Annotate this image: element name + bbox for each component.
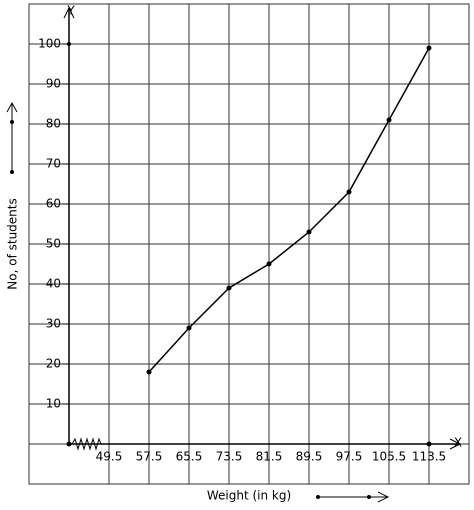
data-point bbox=[186, 325, 192, 331]
y-direction-arrow bbox=[6, 101, 18, 174]
x-arrow bbox=[449, 438, 462, 450]
axis-break bbox=[71, 437, 102, 451]
data-point bbox=[426, 45, 432, 51]
x-axis-label: Weight (in kg) bbox=[207, 489, 291, 503]
axis-dot bbox=[426, 441, 432, 447]
x-tick-label: 81.5 bbox=[256, 450, 283, 464]
y-axis-label: No, of students bbox=[6, 198, 20, 289]
y-arrow bbox=[63, 6, 75, 19]
data-line bbox=[148, 47, 430, 373]
y-tick-label: 80 bbox=[46, 117, 61, 131]
x-direction-arrow bbox=[316, 491, 390, 503]
axis-dot bbox=[67, 42, 71, 46]
data-point bbox=[266, 261, 272, 267]
y-tick-label: 60 bbox=[46, 197, 61, 211]
y-tick-label: 20 bbox=[46, 357, 61, 371]
x-tick-label: 73.5 bbox=[216, 450, 243, 464]
y-axis-name: Y bbox=[66, 4, 75, 18]
data-point bbox=[386, 117, 392, 123]
y-tick-label: 100 bbox=[38, 37, 61, 51]
x-axis-name: X bbox=[454, 436, 462, 450]
data-point bbox=[306, 229, 312, 235]
x-tick-label: 57.5 bbox=[136, 450, 163, 464]
y-tick-label: 40 bbox=[46, 277, 61, 291]
x-tick-label: 89.5 bbox=[296, 450, 323, 464]
x-tick-label: 113.5 bbox=[412, 450, 446, 464]
plot: 10 20 30 40 50 60 70 80 90 100 49.5 57.5 65.5 73.5 81.… bbox=[28, 3, 470, 485]
data-point bbox=[346, 189, 352, 195]
data-point bbox=[226, 285, 232, 291]
origin-dot bbox=[66, 441, 72, 447]
x-tick-label: 49.5 bbox=[96, 450, 123, 464]
y-tick-label: 90 bbox=[46, 77, 61, 91]
x-tick-label: 105.5 bbox=[372, 450, 406, 464]
y-tick-label: 10 bbox=[46, 397, 61, 411]
y-tick-label: 50 bbox=[46, 237, 61, 251]
y-tick-label: 70 bbox=[46, 157, 61, 171]
data-point bbox=[146, 369, 152, 375]
x-tick-label: 97.5 bbox=[336, 450, 363, 464]
x-tick-label: 65.5 bbox=[176, 450, 203, 464]
y-tick-label: 30 bbox=[46, 317, 61, 331]
